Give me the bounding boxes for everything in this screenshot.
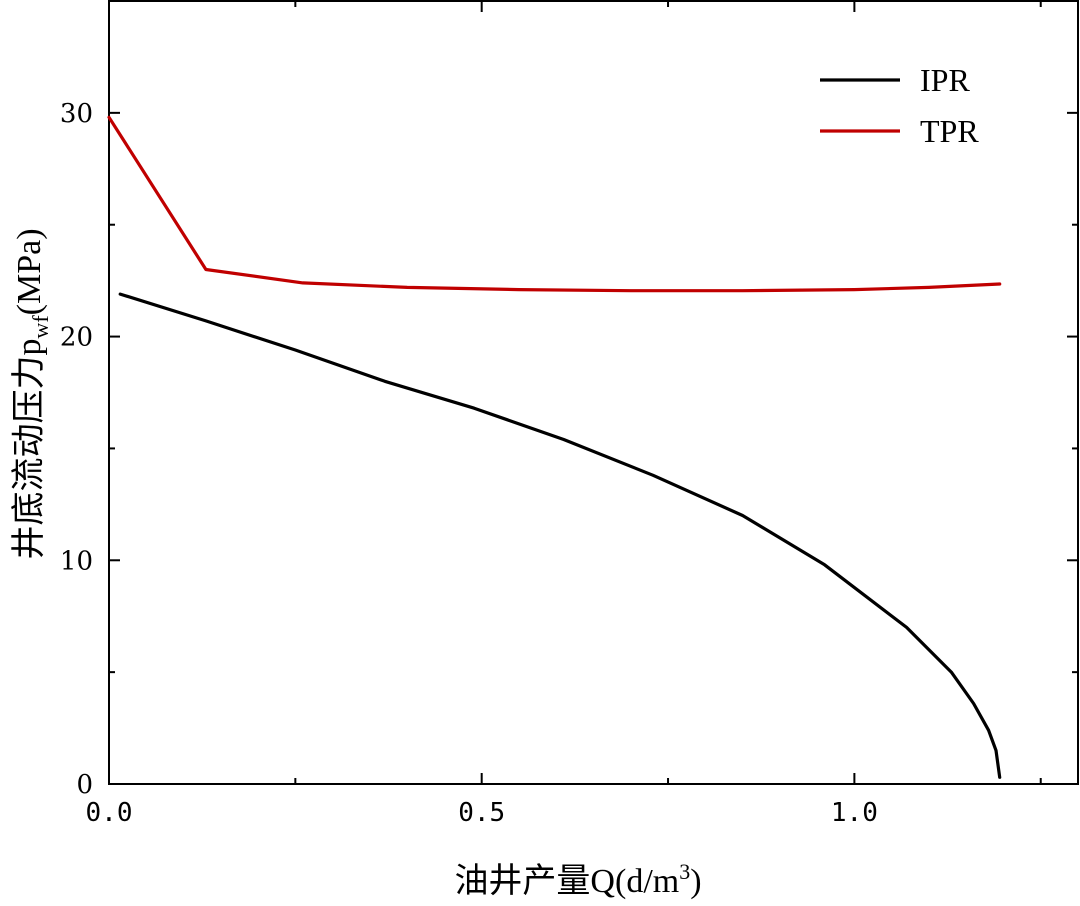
series-line-tpr: [107, 115, 1002, 293]
y-axis-title-prefix: 井底流动压力p: [10, 339, 48, 560]
y-axis-title-subscript: wf: [28, 315, 53, 339]
axis-tick-labels: 0.0 0.5 1.0 0 10 20 30: [60, 99, 878, 828]
y-axis-title-suffix: (MPa): [11, 228, 48, 315]
plot-frame: [108, 0, 1079, 785]
y-tick-label-0: 0: [76, 770, 93, 800]
y-axis-title: 井底流动压力pwf(MPa): [10, 228, 53, 559]
y-tick-label-2: 20: [60, 323, 93, 353]
x-axis-title-text: 油井产量Q(d/m: [454, 862, 679, 900]
series-line-ipr: [118, 292, 1002, 779]
legend: IPR TPR: [820, 62, 979, 149]
legend-label-tpr: TPR: [920, 113, 979, 149]
y-tick-label-1: 10: [60, 546, 93, 576]
x-axis-title-superscript: 3: [679, 859, 690, 884]
x-tick-label-1: 0.5: [458, 798, 505, 828]
series-lines: [107, 115, 1002, 779]
x-axis-title: 油井产量Q(d/m3): [454, 859, 701, 900]
y-tick-label-3: 30: [60, 99, 93, 129]
x-axis-title-close: ): [690, 863, 701, 900]
legend-label-ipr: IPR: [920, 62, 970, 98]
x-tick-label-2: 1.0: [831, 798, 878, 828]
axis-ticks: [108, 1, 1078, 785]
x-tick-label-0: 0.0: [86, 798, 133, 828]
